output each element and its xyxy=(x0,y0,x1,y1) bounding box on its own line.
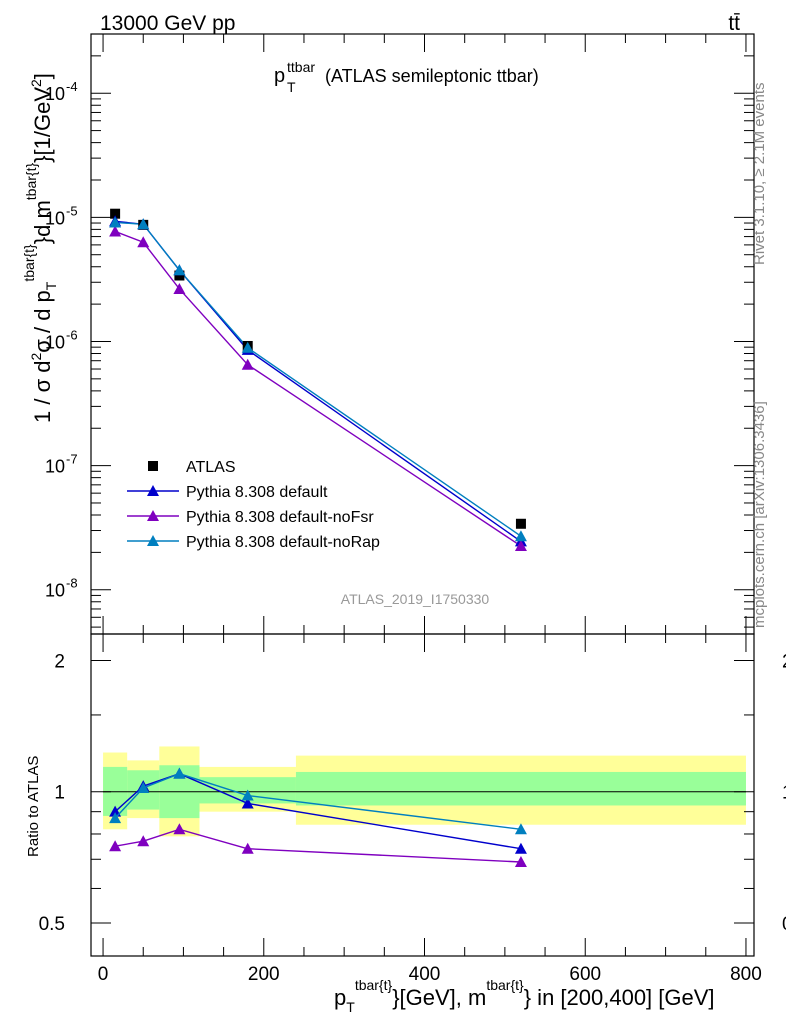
legend-marker-noRap xyxy=(147,535,159,546)
main-y-axis-label: 1 / σ d2σ / d pTtbar{t}}d mtbar{t}}[1/Ge… xyxy=(21,73,59,423)
main-series-layer xyxy=(109,208,527,552)
plot-title-sub: T xyxy=(287,79,296,95)
ratio-series-layer xyxy=(109,767,527,867)
x-tick-label: 0 xyxy=(98,964,109,985)
y-tick-label: 10 xyxy=(45,457,65,477)
main-axis-ticks: 10-810-710-610-510-4 xyxy=(45,34,754,634)
data-point-atlas xyxy=(174,270,185,281)
data-point-noRap xyxy=(241,341,254,353)
band-inner xyxy=(295,771,746,806)
ratio-y-tick-label: 1 xyxy=(54,783,65,804)
data-point-noFsr xyxy=(137,236,150,248)
ratio-y-axis-label: Ratio to ATLAS xyxy=(25,756,42,857)
ratio-point-noFsr xyxy=(173,823,186,835)
x-axis-label: pTtbar{t}}[GeV], mtbar{t}} in [200,400] … xyxy=(334,977,715,1015)
ratio-point-noFsr xyxy=(109,840,122,852)
xlabel-part2: }[GeV], m xyxy=(392,985,486,1010)
y-tick-label: 10 xyxy=(45,84,65,104)
xlabel-p: p xyxy=(334,985,346,1010)
xlabel-part3: } in [200,400] [GeV] xyxy=(524,985,715,1010)
ylabel-brace2: } xyxy=(30,155,55,162)
ratio-point-noRap xyxy=(109,812,122,824)
plot-title-main: p xyxy=(274,65,285,87)
ratio-point-default xyxy=(241,797,254,809)
data-point-noRap xyxy=(514,530,527,542)
data-point-noRap xyxy=(173,264,186,276)
ylabel-sub: T xyxy=(43,281,59,290)
y-tick-exponent: -8 xyxy=(66,576,78,591)
svg-text:1 / σ d2σ / d pTtbar{t}}d mtba: 1 / σ d2σ / d pTtbar{t}}d mtbar{t}}[1/Ge… xyxy=(21,73,59,423)
xlabel-sup1: tbar{t} xyxy=(355,977,393,993)
data-point-noRap xyxy=(109,216,122,228)
mcplots-label: mcplots.cern.ch [arXiv:1306.3436] xyxy=(751,401,768,628)
ratio-uncertainty-bands xyxy=(103,746,746,837)
legend: ATLAS Pythia 8.308 default Pythia 8.308 de… xyxy=(127,459,380,551)
process-label: tt̄ xyxy=(728,12,740,35)
x-tick-label: 200 xyxy=(248,964,280,985)
data-point-atlas xyxy=(515,518,526,529)
ratio-y-tick-label: 0.5 xyxy=(39,914,65,935)
legend-label-default: Pythia 8.308 default xyxy=(186,484,328,501)
ratio-point-noRap xyxy=(173,767,186,779)
ratio-axis-ticks: 0 200 400 600 800 0.5 0.5 1 1 2 2 xyxy=(39,634,786,985)
ylabel-brace1: } xyxy=(30,237,55,244)
data-point-noFsr xyxy=(173,282,186,294)
ratio-point-default xyxy=(514,842,527,854)
ylabel-part5: ] xyxy=(30,73,55,79)
ratio-point-noFsr xyxy=(514,855,527,867)
svg-text:pTtbar{t}}[GeV], mtbar{t}} in: pTtbar{t}}[GeV], mtbar{t}} in [200,400] … xyxy=(334,977,715,1015)
y-tick-exponent: -4 xyxy=(66,79,78,94)
y-tick-exponent: -7 xyxy=(66,452,78,467)
ratio-y-tick-label-right: 1 xyxy=(782,783,786,804)
energy-label: 13000 GeV pp xyxy=(100,12,235,35)
x-tick-label: 400 xyxy=(409,964,441,985)
legend-label-atlas: ATLAS xyxy=(186,459,236,476)
plot-title-sup: ttbar xyxy=(287,59,315,75)
xlabel-sub: T xyxy=(346,999,355,1015)
data-point-noFsr xyxy=(109,225,122,237)
ylabel-part1: 1 / σ d xyxy=(30,361,55,424)
xlabel-sup2: tbar{t} xyxy=(486,977,524,993)
ratio-y-tick-label-right: 2 xyxy=(782,651,786,672)
ylabel-exp1: 2 xyxy=(28,353,44,361)
ratio-point-noFsr xyxy=(241,842,254,854)
ylabel-part4: [1/GeV xyxy=(30,87,55,156)
ratio-y-tick-label-right: 0.5 xyxy=(782,914,786,935)
data-point-noFsr xyxy=(241,358,254,370)
analysis-id: ATLAS_2019_I1750330 xyxy=(341,591,490,607)
x-tick-label: 600 xyxy=(569,964,601,985)
legend-marker-atlas xyxy=(148,461,158,471)
ylabel-sup2: tbar{t} xyxy=(23,163,39,201)
data-point-atlas xyxy=(110,208,121,219)
y-tick-label: 10 xyxy=(45,332,65,352)
x-tick-label: 800 xyxy=(730,964,762,985)
plot-title-rest: (ATLAS semileptonic ttbar) xyxy=(325,66,539,86)
legend-marker-default xyxy=(147,485,159,496)
legend-marker-noFsr xyxy=(147,510,159,521)
plot-title: p xyxy=(274,65,285,87)
data-point-noFsr xyxy=(514,540,527,552)
legend-label-noFsr: Pythia 8.308 default-noFsr xyxy=(186,509,374,526)
ratio-y-tick-label: 2 xyxy=(54,651,65,672)
y-tick-exponent: -6 xyxy=(66,327,78,342)
ylabel-part3: d m xyxy=(30,200,55,237)
ratio-point-noRap xyxy=(241,789,254,801)
ylabel-part2: σ / d p xyxy=(30,290,55,353)
y-tick-label: 10 xyxy=(45,208,65,228)
data-point-noRap xyxy=(137,218,150,230)
ratio-point-noFsr xyxy=(137,835,150,847)
ratio-point-noRap xyxy=(514,823,527,835)
ylabel-exp2: 2 xyxy=(28,79,44,87)
legend-label-noRap: Pythia 8.308 default-noRap xyxy=(186,534,380,551)
y-tick-label: 10 xyxy=(45,581,65,601)
ratio-point-noRap xyxy=(137,781,150,793)
rivet-label: Rivet 3.1.10, ≥ 2.1M events xyxy=(751,83,768,266)
ylabel-sup1: tbar{t} xyxy=(21,244,37,282)
y-tick-exponent: -5 xyxy=(66,203,78,218)
ratio-plot-frame xyxy=(90,633,755,957)
